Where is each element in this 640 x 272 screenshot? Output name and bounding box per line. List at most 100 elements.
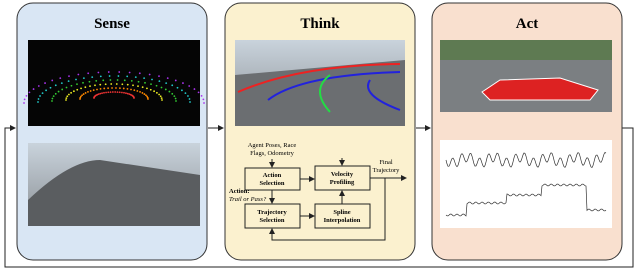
feedback-arrow [4,125,634,268]
lidar-point [107,71,110,73]
path-line [267,71,401,101]
lidar-point [110,83,113,85]
lidar-point [101,92,103,95]
lidar-point [173,95,176,98]
lidar-point [80,95,82,98]
lidar-point [158,75,160,78]
lidar-point [160,97,163,100]
lidar-point [176,86,179,89]
lidar-point [116,91,119,93]
panel-title: Act [516,16,539,32]
lidar-point [141,92,144,94]
lidar-point [174,79,177,82]
lidar-point [94,84,96,87]
lidar-point [65,97,68,100]
lidar-point [133,89,136,92]
lidar-image [28,40,200,126]
lidar-point [118,71,121,73]
lidar-point [89,90,92,92]
box-label: Spline Interpolation [324,209,361,224]
lidar-point [60,82,63,84]
lidar-point [150,83,152,86]
lidar-point [108,75,111,77]
lidar-point [97,93,100,96]
lidar-point [203,102,205,104]
lidar-point [49,86,52,89]
lidar-point [151,78,153,81]
lidar-point [164,88,167,91]
lidar-point [95,79,98,82]
lidar-point [139,91,141,93]
lidar-point [107,91,110,94]
lidar-point [52,95,55,98]
lidar-point [75,78,77,81]
lidar-point [114,91,117,93]
lidar-point [57,90,60,93]
lidar-point [158,93,161,96]
lidar-point [84,92,87,94]
lidar-point [96,93,99,96]
lidar-point [117,75,120,77]
lidar-point [105,91,107,94]
lidar-point [54,84,57,87]
lidar-point [126,92,129,95]
lidar-point [132,84,134,87]
lidar-point [66,95,69,98]
lidar-points [23,71,205,104]
lidar-point [158,80,161,83]
track [28,160,200,226]
lidar-point [39,95,41,97]
lidar-point [168,90,171,93]
lidar-point [147,98,149,100]
lidar-point [126,87,129,90]
lidar-point [123,79,126,82]
race-car [481,77,599,101]
lidar-point [104,83,107,86]
lidar-point [51,97,54,100]
path-line [319,74,331,113]
lidar-point [23,102,25,104]
lidar-point [80,87,82,90]
lidar-point [77,73,80,76]
lidar-point [171,92,174,95]
lidar-point [144,81,146,84]
lidar-point [72,90,75,93]
lidar-point [82,93,85,95]
lidar-point [125,92,127,95]
lidar-point [67,80,70,83]
path-line [367,79,401,111]
lidar-point [161,99,163,101]
lidar-point [119,87,121,90]
lidar-point [99,87,102,90]
box-label: Action Selection [260,172,285,187]
lidar-point [25,94,28,97]
lidar-point [145,94,147,97]
box-label: Velocity Profiling [330,171,355,186]
lidar-point [111,87,113,89]
lidar-point [111,91,114,93]
lidar-point [32,88,35,90]
lidar-point [87,91,89,93]
path-line [237,63,401,93]
arrow [269,178,386,241]
lidar-point [51,79,54,82]
lidar-point [23,98,26,101]
lidar-point [134,76,137,78]
lidar-point [166,77,169,80]
lidar-point [116,79,119,81]
lidar-point [200,94,203,97]
lidar-point [68,75,70,78]
lidar-point [128,71,131,74]
panel-title: Sense [94,16,130,32]
lidar-point [174,97,177,100]
lidar-point [103,91,105,94]
lidar-point [87,72,90,75]
lidar-point [197,91,200,94]
lidar-point [155,84,158,87]
lidar-point [188,98,191,100]
lidar-point [133,97,135,99]
box-label: Trajectory Selection [257,209,287,224]
lidar-point [159,95,162,98]
lidar-point [187,95,189,97]
